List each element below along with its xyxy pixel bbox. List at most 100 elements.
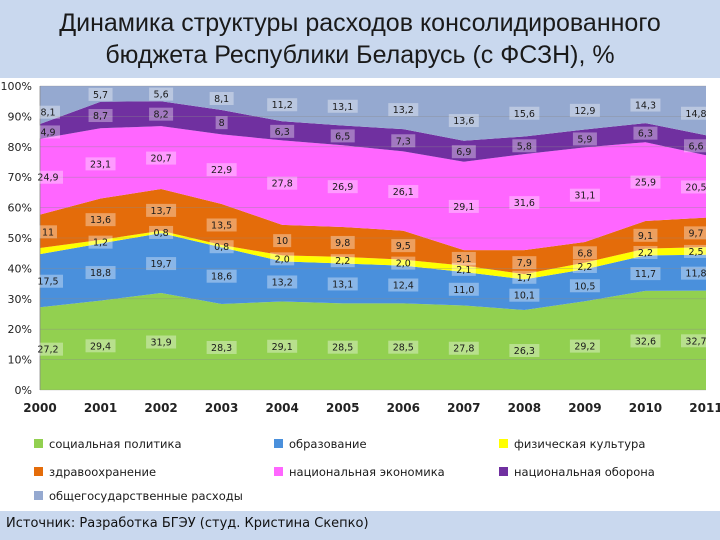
data-label: 22,9 — [211, 165, 232, 176]
data-label-bg — [569, 339, 600, 353]
data-label: 2,0 — [275, 254, 290, 265]
data-label: 2,2 — [335, 256, 350, 267]
data-label: 2,0 — [396, 259, 411, 270]
stacked-area-chart: 0%10%20%30%40%50%60%70%80%90%100% 2000 20… — [1, 80, 720, 503]
data-label: 24,9 — [37, 173, 58, 184]
data-label: 32,7 — [685, 336, 706, 347]
data-label: 0,8 — [154, 228, 169, 239]
data-label: 6,3 — [275, 127, 290, 138]
data-label: 28,3 — [211, 343, 232, 354]
legend-label: образование — [289, 437, 367, 451]
data-label: 10,1 — [514, 291, 535, 302]
data-label-bg — [215, 116, 228, 130]
data-label-bg — [267, 339, 298, 353]
area-3 — [40, 230, 706, 280]
data-label: 32,6 — [635, 336, 656, 347]
data-label-bg — [391, 134, 416, 148]
data-label: 26,9 — [332, 182, 353, 193]
data-label-bg — [209, 92, 234, 106]
data-label: 12,9 — [574, 106, 595, 117]
data-label-bg — [681, 266, 711, 280]
x-tick-label: 2007 — [447, 401, 480, 415]
legend-label: общегосударственные расходы — [49, 489, 243, 503]
data-label: 14,8 — [685, 109, 706, 120]
data-label: 11,7 — [635, 269, 656, 280]
data-label: 5,6 — [154, 90, 169, 101]
data-label-bg — [267, 176, 298, 190]
data-label-bg — [451, 251, 476, 265]
data-label: 6,9 — [456, 147, 471, 158]
data-label: 18,6 — [211, 272, 232, 283]
data-label-bg — [630, 267, 661, 281]
data-label: 8 — [219, 118, 225, 129]
x-tick-label: 2011 — [689, 401, 720, 415]
data-label-bg — [267, 275, 298, 289]
data-label-bg — [512, 270, 537, 284]
data-label: 5,9 — [577, 134, 592, 145]
data-label: 13,2 — [272, 277, 293, 288]
data-label-bg — [149, 87, 174, 101]
data-label: 23,1 — [90, 159, 111, 170]
data-label-bg — [388, 103, 419, 117]
legend-swatch — [34, 439, 43, 448]
data-label-bg — [88, 87, 113, 101]
x-tick-label: 2003 — [205, 401, 238, 415]
data-label: 13,6 — [90, 215, 111, 226]
data-label-bg — [448, 341, 479, 355]
data-label: 13,7 — [151, 206, 172, 217]
data-label: 8,1 — [40, 108, 55, 119]
y-axis-tick-labels: 0% 10% 20% 30% 40% 50% 60% 70% 80% 90% 100% — [1, 80, 32, 397]
data-label-bg — [630, 334, 661, 348]
data-label: 19,7 — [151, 259, 172, 270]
data-label-bg — [509, 106, 540, 120]
data-label-bg — [633, 245, 658, 259]
data-label: 12,4 — [393, 281, 414, 292]
data-label-bg — [206, 218, 237, 232]
data-label-bg — [684, 244, 708, 258]
data-label-bg — [509, 288, 540, 302]
area-5 — [40, 126, 706, 251]
area-7 — [40, 86, 706, 141]
data-label-bg — [388, 185, 419, 199]
data-label-bg — [270, 252, 295, 266]
y-tick-label: 20% — [8, 323, 32, 336]
data-label-bg — [85, 213, 116, 227]
data-label-bg — [330, 254, 355, 268]
data-label-bg — [448, 114, 479, 128]
data-label: 6,3 — [638, 129, 653, 140]
data-label-bg — [149, 225, 174, 239]
data-label: 2,2 — [577, 262, 592, 273]
data-label: 4,9 — [40, 127, 55, 138]
data-label-bg — [391, 239, 416, 253]
data-label: 8,2 — [154, 110, 169, 121]
data-label-bg — [149, 107, 174, 121]
slide-title-bar: Динамика структуры расходов консолидиров… — [0, 0, 720, 78]
x-axis-tick-labels: 2000 2001 2002 2003 2004 2005 2006 2007 2008 2009… — [23, 401, 720, 415]
data-label-bg — [388, 340, 419, 354]
legend-swatch — [499, 467, 508, 476]
data-label-bg — [681, 180, 711, 194]
data-label-bg — [633, 126, 658, 140]
data-label: 20,5 — [685, 182, 706, 193]
data-label-bg — [569, 188, 600, 202]
data-label: 29,2 — [574, 342, 595, 353]
area-2 — [40, 233, 706, 311]
data-label-bg — [572, 246, 597, 260]
data-label: 13,2 — [393, 105, 414, 116]
data-label: 10,5 — [574, 281, 595, 292]
data-label-bg — [448, 282, 479, 296]
area-series-group — [40, 86, 706, 390]
y-tick-label: 50% — [8, 232, 32, 245]
data-label-bg — [391, 256, 416, 270]
data-label-bg — [36, 125, 60, 139]
data-label: 6,8 — [577, 248, 592, 259]
legend-swatch — [499, 439, 508, 448]
legend-swatch — [34, 491, 43, 500]
data-label-bg — [327, 180, 358, 194]
data-label: 1,2 — [93, 238, 108, 249]
data-label: 1,7 — [517, 273, 532, 284]
area-4 — [40, 189, 706, 275]
data-label: 15,6 — [514, 109, 535, 120]
data-label: 29,1 — [272, 342, 293, 353]
legend-label: физическая культура — [514, 437, 645, 451]
